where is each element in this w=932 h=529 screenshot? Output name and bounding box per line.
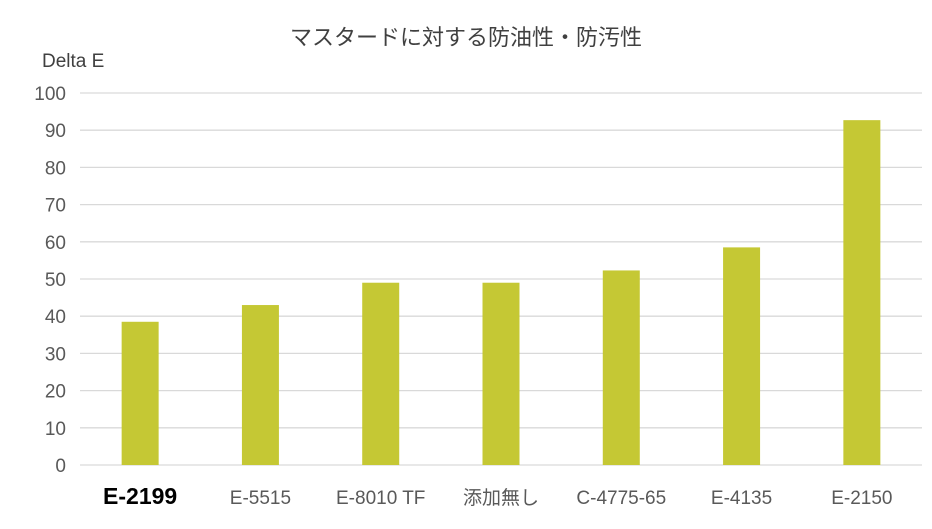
x-tick-labels: E-2199 E-5515 E-8010 TF 添加無し C-4775-65 E-4135… <box>103 483 892 509</box>
x-tick-label: C-4775-65 <box>576 488 666 509</box>
bar <box>362 282 400 465</box>
bar <box>241 305 279 465</box>
y-tick-label: 90 <box>45 121 66 142</box>
y-tick-label: 10 <box>45 419 66 440</box>
x-tick-label: E-5515 <box>230 488 291 509</box>
chart-title: マスタードに対する防油性・防汚性 <box>289 26 642 51</box>
bar <box>723 247 761 465</box>
y-axis-label: Delta E <box>42 51 105 72</box>
y-tick-labels: 0 10 20 30 40 50 60 70 80 90 100 <box>34 84 66 477</box>
bars <box>121 120 881 465</box>
bar <box>602 270 640 465</box>
y-tick-label: 60 <box>45 233 66 254</box>
y-tick-label: 100 <box>34 84 66 105</box>
x-tick-label: 添加無し <box>463 487 539 509</box>
y-tick-label: 50 <box>45 270 66 291</box>
bar <box>482 282 520 465</box>
y-tick-label: 20 <box>45 382 66 403</box>
x-tick-label: E-2199 <box>103 483 177 509</box>
y-tick-label: 70 <box>45 196 66 217</box>
y-tick-label: 30 <box>45 344 66 365</box>
x-tick-label: E-2150 <box>831 488 892 509</box>
y-tick-label: 80 <box>45 158 66 179</box>
x-tick-label: E-8010 TF <box>336 488 425 509</box>
x-tick-label: E-4135 <box>711 488 772 509</box>
y-tick-label: 0 <box>55 456 66 477</box>
bar <box>121 321 159 465</box>
bar <box>843 120 881 465</box>
y-tick-label: 40 <box>45 307 66 328</box>
